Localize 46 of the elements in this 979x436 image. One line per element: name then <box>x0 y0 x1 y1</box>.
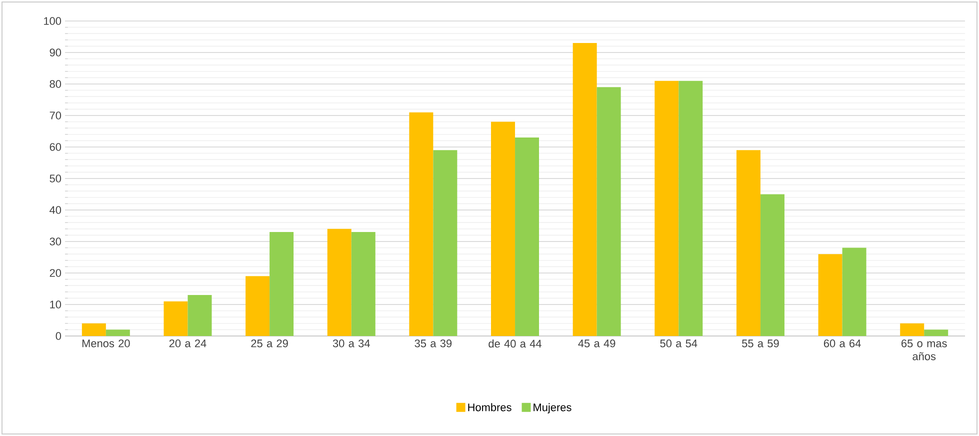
bar <box>842 248 866 336</box>
x-tick-label: 35 a 39 <box>414 340 452 348</box>
y-tick-label: 40 <box>50 206 62 214</box>
bar <box>678 80 703 336</box>
x-tick-label: 30 a 34 <box>332 340 370 348</box>
bar <box>409 112 434 336</box>
bar <box>106 330 130 336</box>
y-tick-label: 60 <box>50 143 62 151</box>
bar <box>760 194 784 336</box>
bar <box>818 254 842 336</box>
x-tick-label: de 40 a 44 <box>488 340 542 348</box>
x-tick-label: 60 a 64 <box>824 340 861 348</box>
legend-label: Mujeres <box>534 403 572 414</box>
bar <box>596 87 621 336</box>
bar <box>246 276 270 336</box>
bar <box>736 150 760 336</box>
bar <box>270 232 294 336</box>
y-tick-label: 80 <box>50 80 62 88</box>
x-tick-label: 65 o mas años <box>902 340 947 360</box>
y-tick-label: 20 <box>50 269 62 277</box>
bar <box>351 232 376 336</box>
bar <box>164 301 188 336</box>
bar <box>654 80 679 336</box>
x-tick-label: 20 a 24 <box>169 340 206 348</box>
y-tick-label: 30 <box>50 238 62 246</box>
x-tick-label: Menos 20 <box>82 340 130 348</box>
bar <box>572 43 597 336</box>
bar <box>924 330 948 336</box>
bar <box>188 295 212 336</box>
bar <box>433 150 458 336</box>
x-tick-label: 45 a 49 <box>578 340 616 348</box>
y-tick-label: 0 <box>56 332 62 340</box>
bar <box>82 323 106 336</box>
bar <box>515 138 540 336</box>
y-tick-label: 100 <box>44 17 62 25</box>
y-tick-label: 90 <box>50 48 62 56</box>
x-tick-label: 50 a 54 <box>660 340 698 348</box>
bar <box>491 122 516 336</box>
x-tick-label: 25 a 29 <box>251 340 288 348</box>
y-tick-label: 10 <box>50 300 62 308</box>
bar <box>327 228 352 336</box>
y-tick-label: 70 <box>50 112 62 120</box>
x-tick-label: 55 a 59 <box>742 340 779 348</box>
bar <box>900 323 924 336</box>
y-tick-label: 50 <box>50 174 62 182</box>
legend-label: Hombres <box>468 403 512 412</box>
